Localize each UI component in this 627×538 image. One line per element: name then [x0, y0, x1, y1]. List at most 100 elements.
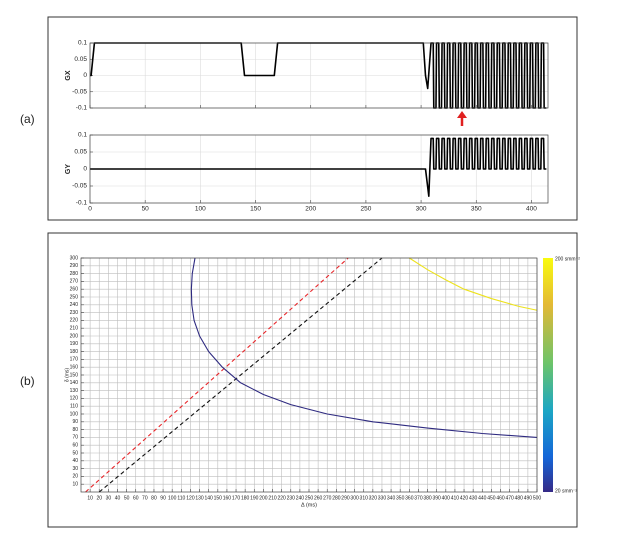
y-tick-label: 280 — [70, 271, 79, 277]
y-axis-title: GY — [65, 164, 72, 174]
x-tick-label: 120 — [186, 495, 195, 501]
y-tick-label: 150 — [70, 372, 79, 378]
y-tick-label: 90 — [72, 419, 78, 425]
x-tick-label: 440 — [478, 495, 487, 501]
data-line — [190, 257, 538, 438]
y-tick-label: 160 — [70, 365, 79, 371]
y-tick-label: 10 — [72, 482, 78, 488]
x-tick-label: 370 — [414, 495, 423, 501]
x-tick-label: 210 — [268, 495, 277, 501]
y-tick-label: 180 — [70, 349, 79, 355]
x-tick-label: 220 — [277, 495, 286, 501]
y-tick-label: 0.1 — [78, 40, 87, 47]
y-tick-label: 290 — [70, 263, 79, 269]
x-tick-label: 140 — [205, 495, 214, 501]
y-tick-label: 200 — [70, 333, 79, 339]
x-tick-label: 70 — [142, 495, 148, 501]
x-tick-label: 50 — [142, 206, 150, 213]
x-tick-label: 80 — [151, 495, 157, 501]
x-tick-label: 100 — [168, 495, 177, 501]
y-tick-label: 50 — [72, 450, 78, 456]
panel-label: (b) — [20, 374, 35, 388]
x-tick-label: 100 — [195, 206, 206, 213]
x-tick-label: 290 — [341, 495, 350, 501]
y-axis-title: GX — [65, 70, 72, 80]
x-tick-label: 230 — [287, 495, 296, 501]
x-tick-label: 410 — [451, 495, 460, 501]
x-tick-label: 320 — [369, 495, 378, 501]
x-tick-label: 110 — [177, 495, 185, 501]
x-tick-label: 400 — [526, 206, 537, 213]
x-tick-label: 450 — [487, 495, 496, 501]
data-line — [85, 257, 349, 493]
y-tick-label: 60 — [72, 443, 78, 449]
y-tick-label: 0.05 — [74, 149, 87, 156]
y-tick-label: 300 — [70, 255, 79, 261]
x-tick-label: 30 — [106, 495, 112, 501]
x-tick-label: 350 — [396, 495, 405, 501]
y-tick-label: 20 — [72, 474, 78, 480]
x-tick-label: 250 — [360, 206, 371, 213]
x-tick-label: 390 — [433, 495, 442, 501]
y-tick-label: 40 — [72, 458, 78, 464]
y-tick-label: 0.05 — [74, 56, 87, 63]
x-tick-label: 300 — [416, 206, 427, 213]
x-tick-label: 10 — [87, 495, 93, 501]
panel-frame — [47, 232, 578, 528]
panel-label: (a) — [20, 112, 35, 126]
colorbar-label: 200 smm⁻² — [555, 256, 580, 262]
x-tick-label: 60 — [133, 495, 139, 501]
x-tick-label: 0 — [88, 206, 92, 213]
y-tick-label: -0.05 — [72, 183, 87, 190]
x-tick-label: 360 — [405, 495, 414, 501]
x-tick-label: 460 — [496, 495, 505, 501]
x-tick-label: 470 — [505, 495, 514, 501]
x-tick-label: 400 — [442, 495, 451, 501]
x-tick-label: 350 — [471, 206, 482, 213]
x-tick-label: 170 — [232, 495, 241, 501]
y-tick-label: 140 — [70, 380, 79, 386]
x-tick-label: 200 — [305, 206, 316, 213]
x-tick-label: 190 — [250, 495, 259, 501]
y-axis-title: δ (ms) — [64, 368, 70, 383]
x-tick-label: 340 — [387, 495, 396, 501]
x-tick-label: 150 — [214, 495, 223, 501]
x-tick-label: 50 — [124, 495, 130, 501]
y-tick-label: 240 — [70, 302, 79, 308]
x-tick-label: 330 — [378, 495, 387, 501]
y-tick-label: 30 — [72, 466, 78, 472]
y-tick-label: 70 — [72, 435, 78, 441]
axes-frame — [89, 134, 549, 204]
x-tick-label: 490 — [524, 495, 533, 501]
y-tick-label: 80 — [72, 427, 78, 433]
x-tick-label: 270 — [323, 495, 332, 501]
x-tick-label: 90 — [160, 495, 166, 501]
y-tick-label: 190 — [70, 341, 79, 347]
y-tick-label: 120 — [70, 396, 79, 402]
x-tick-label: 310 — [360, 495, 369, 501]
y-tick-label: -0.05 — [72, 88, 87, 95]
panel-frame — [47, 16, 578, 221]
x-tick-label: 150 — [250, 206, 261, 213]
x-tick-label: 130 — [195, 495, 204, 501]
x-tick-label: 180 — [241, 495, 250, 501]
y-tick-label: -0.1 — [76, 200, 88, 207]
x-tick-label: 240 — [296, 495, 305, 501]
x-tick-label: 380 — [423, 495, 432, 501]
y-tick-label: 170 — [70, 357, 79, 363]
y-tick-label: 0 — [83, 72, 87, 79]
data-line — [409, 257, 538, 311]
x-tick-label: 40 — [115, 495, 121, 501]
arrow — [457, 111, 467, 126]
x-tick-label: 420 — [460, 495, 469, 501]
colorbar — [543, 258, 553, 492]
x-tick-label: 480 — [515, 495, 524, 501]
y-tick-label: -0.1 — [76, 105, 88, 112]
x-tick-label: 200 — [259, 495, 268, 501]
y-tick-label: 0.1 — [78, 132, 87, 139]
data-line — [98, 257, 383, 493]
axes-frame — [89, 42, 549, 109]
y-tick-label: 210 — [70, 326, 79, 332]
x-tick-label: 300 — [350, 495, 359, 501]
